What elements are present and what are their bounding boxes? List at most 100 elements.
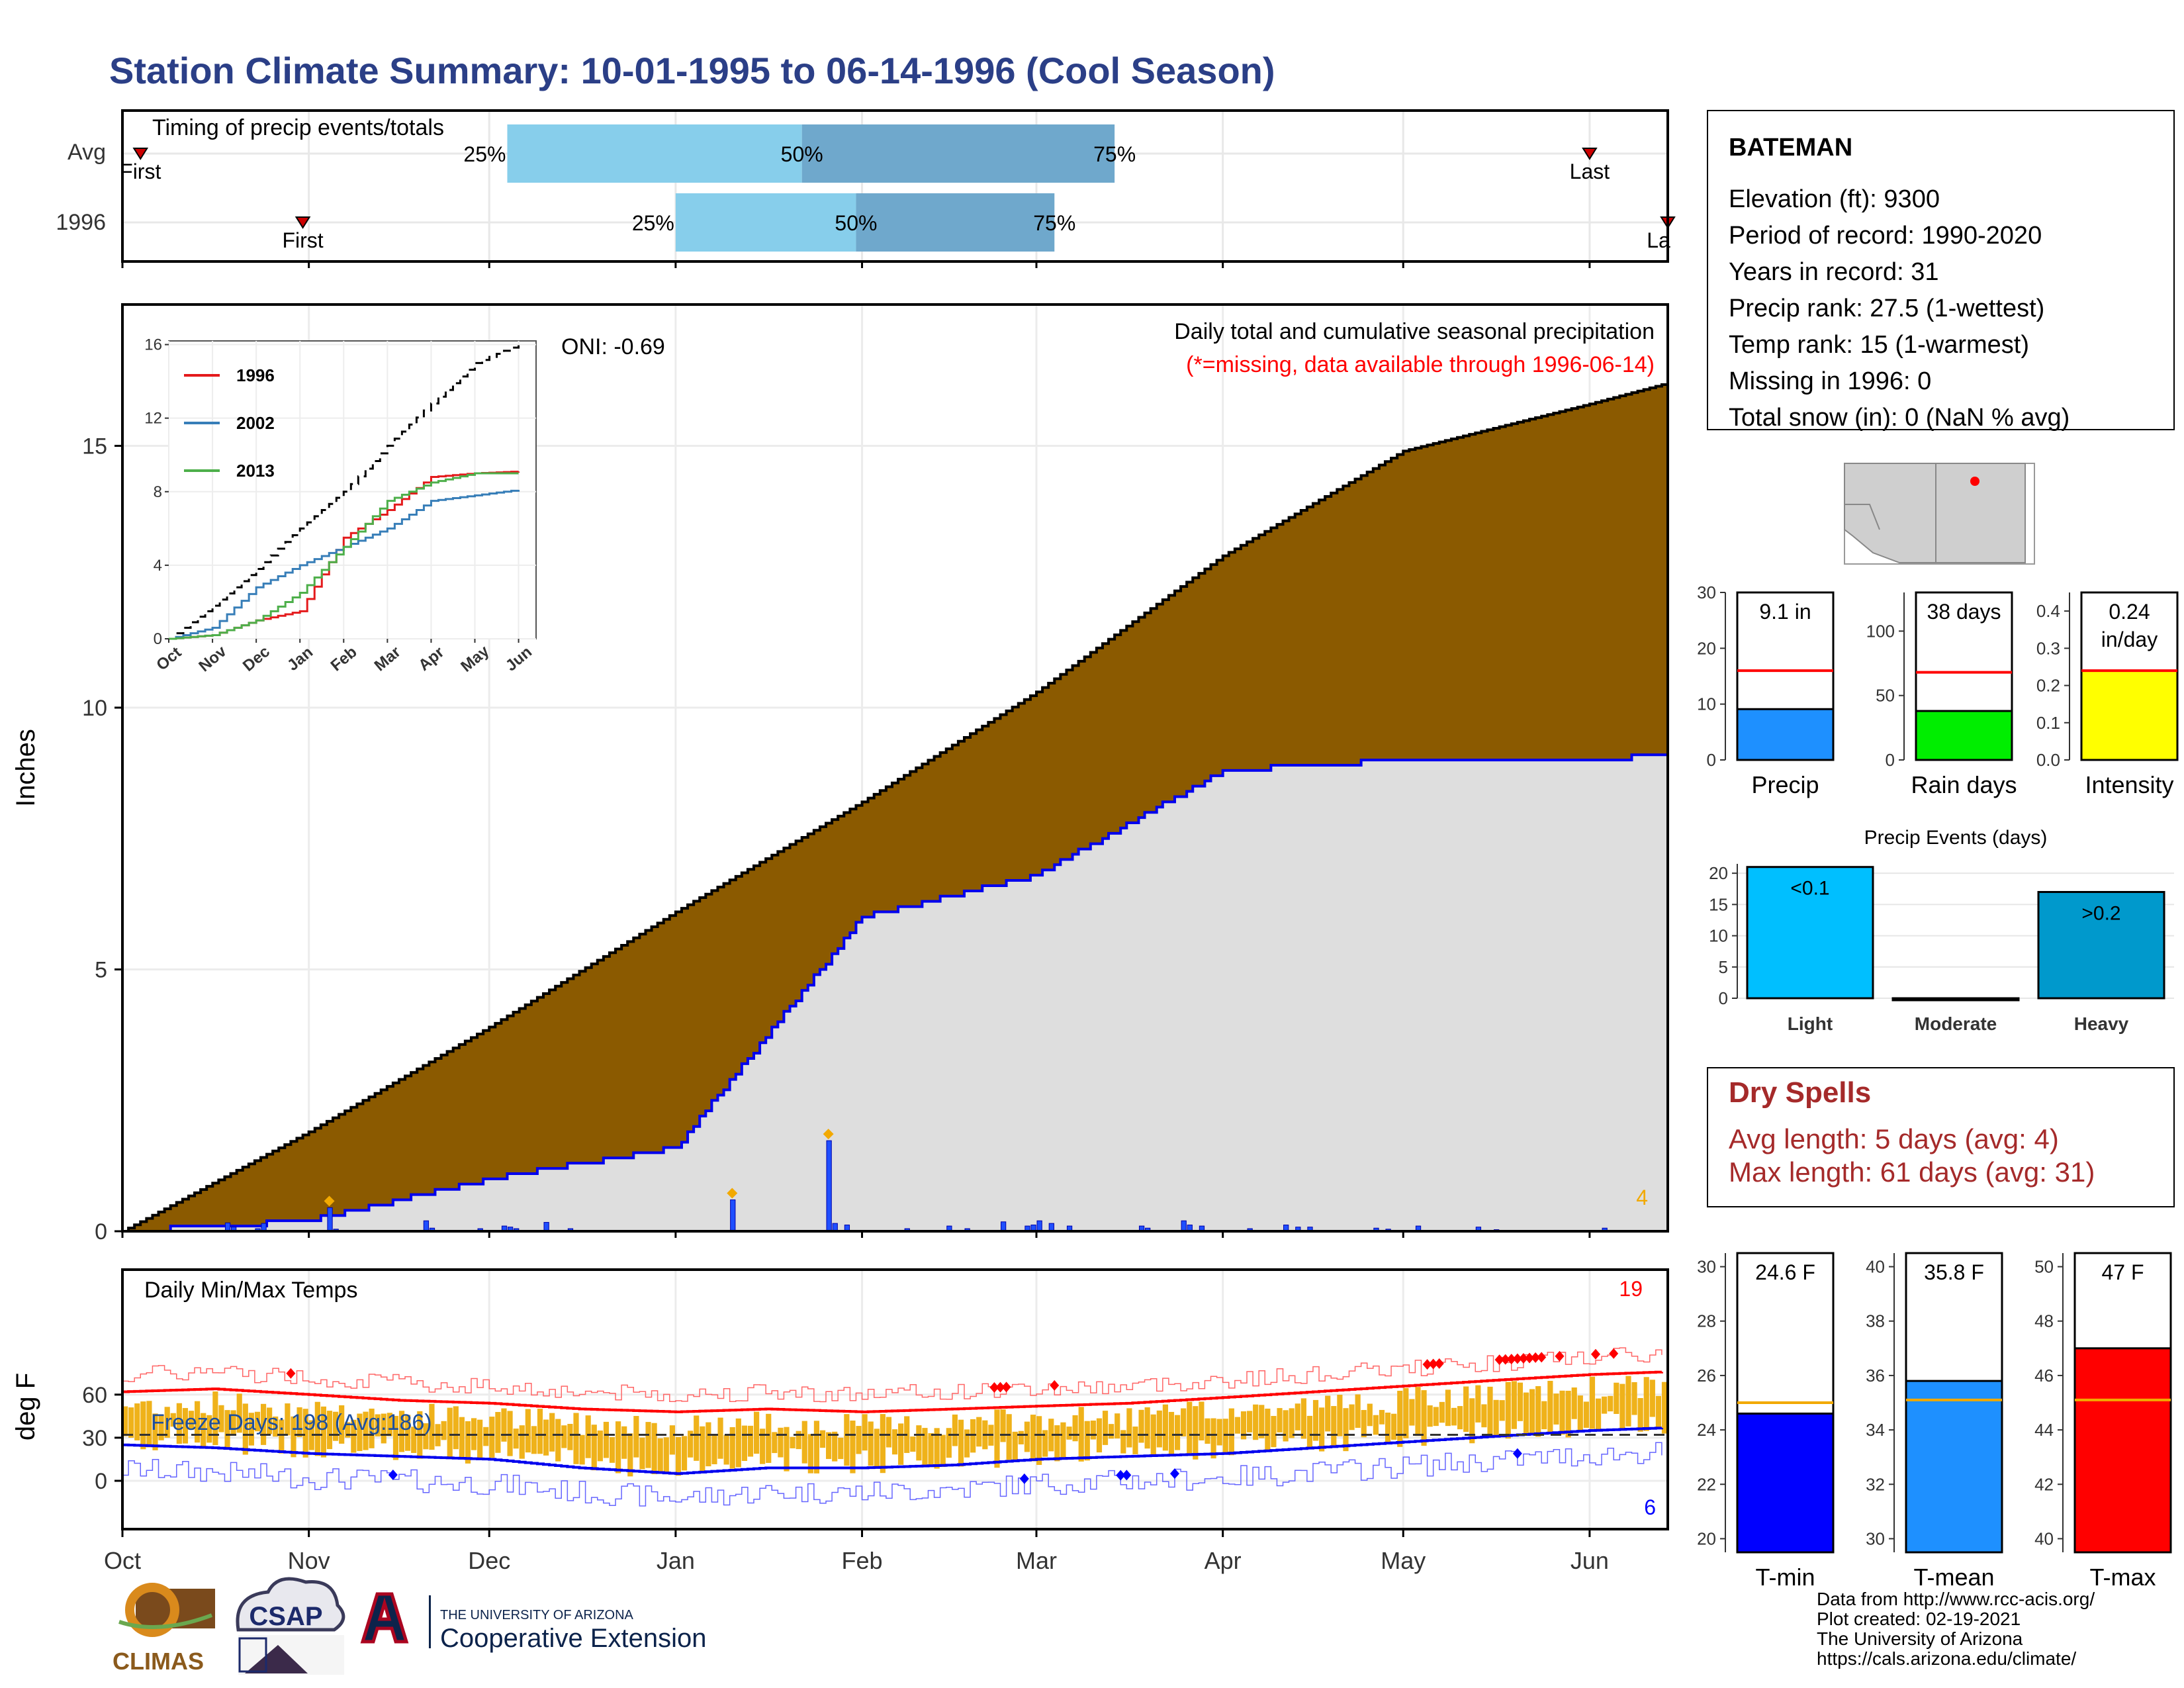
record-low-marker — [1122, 1470, 1132, 1481]
daily-temp-bar — [1060, 1422, 1066, 1458]
timing-row-avg: Avg — [68, 140, 106, 165]
y-axis-label-inches: Inches — [11, 729, 40, 807]
daily-temp-bar — [296, 1407, 302, 1437]
daily-temp-bar — [958, 1419, 964, 1467]
corner-count: 4 — [1636, 1186, 1648, 1209]
mini-y-tick: 42 — [2034, 1474, 2054, 1494]
daily-temp-bar — [1608, 1395, 1614, 1412]
daily-temp-bar — [1493, 1399, 1499, 1437]
daily-temp-bar — [273, 1416, 279, 1437]
temp-y-tick: 60 — [82, 1383, 107, 1408]
daily-temp-bar — [729, 1427, 735, 1469]
daily-precip-bar — [730, 1199, 736, 1232]
daily-temp-bar — [1181, 1408, 1187, 1436]
daily-precip-bar — [423, 1220, 430, 1232]
daily-temp-bar — [669, 1425, 675, 1455]
record-high-marker — [1609, 1348, 1619, 1359]
pct-label-75: 75% — [1033, 211, 1075, 235]
daily-temp-bar — [363, 1411, 369, 1450]
daily-temp-bar — [1415, 1387, 1421, 1436]
daily-temp-bar — [994, 1409, 1000, 1468]
daily-temp-bar — [1511, 1381, 1517, 1429]
daily-temp-bar — [477, 1419, 483, 1459]
footer-line-1: Data from http://www.rcc-acis.org/ — [1817, 1589, 2095, 1609]
timing-bar-q2 — [856, 193, 1055, 252]
summary-bar-intensity: 0.0 0.1 0.2 0.3 0.4 0.24 in/day Intensity — [2036, 591, 2179, 798]
daily-temp-bar — [332, 1411, 339, 1441]
daily-temp-bar — [1277, 1408, 1283, 1432]
record-high-marker — [1500, 1354, 1510, 1365]
record-high-marker — [1050, 1380, 1060, 1391]
daily-temp-bar — [868, 1421, 874, 1466]
daily-temp-bar — [1138, 1409, 1144, 1443]
pct-label-75: 75% — [1093, 142, 1136, 166]
daily-temp-bar — [1637, 1398, 1643, 1432]
daily-temp-bar — [254, 1411, 261, 1432]
daily-temp-bar — [681, 1436, 688, 1471]
daily-temp-bar — [735, 1418, 741, 1468]
daily-temp-bar — [597, 1430, 603, 1462]
first-event-label: First — [120, 160, 161, 183]
daily-temp-bar — [603, 1421, 610, 1458]
daily-temp-bar — [1391, 1413, 1397, 1440]
events-y-tick: 10 — [1709, 926, 1728, 946]
precip-events-title: Precip Events (days) — [1864, 827, 2048, 849]
daily-precip-bar — [543, 1222, 549, 1232]
climas-logo: CLIMAS — [113, 1583, 215, 1675]
record-high-line — [122, 1347, 1662, 1403]
daily-temp-bar — [832, 1431, 838, 1462]
daily-temp-bar — [813, 1421, 820, 1474]
daily-temp-bar — [1030, 1415, 1036, 1462]
daily-temp-bar — [778, 1427, 784, 1458]
daily-temp-bar — [513, 1429, 519, 1449]
record-low-marker — [1169, 1468, 1179, 1479]
avg-high-line — [122, 1370, 1663, 1413]
daily-temp-bar — [140, 1401, 146, 1450]
daily-temp-bar — [1517, 1382, 1524, 1421]
daily-temp-bar — [711, 1435, 717, 1464]
daily-temp-bar — [1481, 1404, 1487, 1428]
daily-temp-bar — [753, 1411, 760, 1454]
daily-temp-bar — [609, 1437, 615, 1463]
dry-spells-avg: Avg length: 5 days (avg: 4) — [1729, 1123, 2059, 1154]
daily-temp-bar — [826, 1432, 832, 1460]
summary-value: 47 F — [2101, 1260, 2144, 1284]
daily-temp-bar — [1343, 1408, 1349, 1452]
daily-temp-bar — [567, 1423, 573, 1450]
csap-logo: CSAP — [236, 1577, 345, 1675]
daily-temp-bar — [1084, 1421, 1090, 1461]
daily-temp-bar — [1234, 1417, 1241, 1434]
daily-temp-bar — [1331, 1406, 1337, 1447]
summary-bar-t-min: 20 22 24 26 28 30 24.6 F T-min — [1697, 1252, 1835, 1591]
daily-temp-bar — [206, 1415, 212, 1443]
daily-temp-bar — [910, 1436, 916, 1452]
event-bar-moderate — [1891, 997, 2020, 1002]
record-low-line — [122, 1442, 1662, 1507]
daily-temp-bar — [1565, 1390, 1571, 1438]
y-tick-label: 5 — [95, 958, 107, 983]
record-high-marker — [1434, 1358, 1444, 1369]
daily-temp-bar — [891, 1429, 898, 1455]
dry-spells-box: Dry Spells Avg length: 5 days (avg: 4) M… — [1707, 1067, 2175, 1207]
summary-bar-fill — [1736, 1412, 1835, 1554]
summary-value: 38 days — [1927, 600, 2001, 624]
event-category-label: Heavy — [2074, 1013, 2129, 1034]
daily-temp-bar — [1589, 1376, 1596, 1429]
daily-temp-bar — [387, 1413, 392, 1436]
daily-temp-bar — [134, 1403, 140, 1440]
daily-temp-bar — [723, 1434, 729, 1465]
event-bar-light — [1746, 866, 1874, 1000]
mini-y-tick: 0 — [1886, 750, 1895, 770]
daily-temp-bar — [176, 1403, 182, 1444]
temp-panel: Daily Min/Max Temps Freeze Days: 198 (Av… — [11, 1268, 1669, 1574]
daily-temp-bar — [1000, 1409, 1006, 1442]
daily-temp-bar — [351, 1419, 357, 1453]
daily-temp-bar — [1036, 1416, 1042, 1466]
precip-events-chart: Precip Events (days) 0 5 10 15 20 <0.1 Light Mo… — [1709, 827, 2174, 1034]
daily-temp-bar — [236, 1393, 242, 1433]
daily-temp-bar — [1216, 1419, 1222, 1446]
daily-temp-bar — [688, 1430, 694, 1458]
month-label: Feb — [842, 1547, 883, 1574]
daily-temp-bar — [1499, 1400, 1505, 1421]
daily-temp-bar — [308, 1420, 314, 1450]
